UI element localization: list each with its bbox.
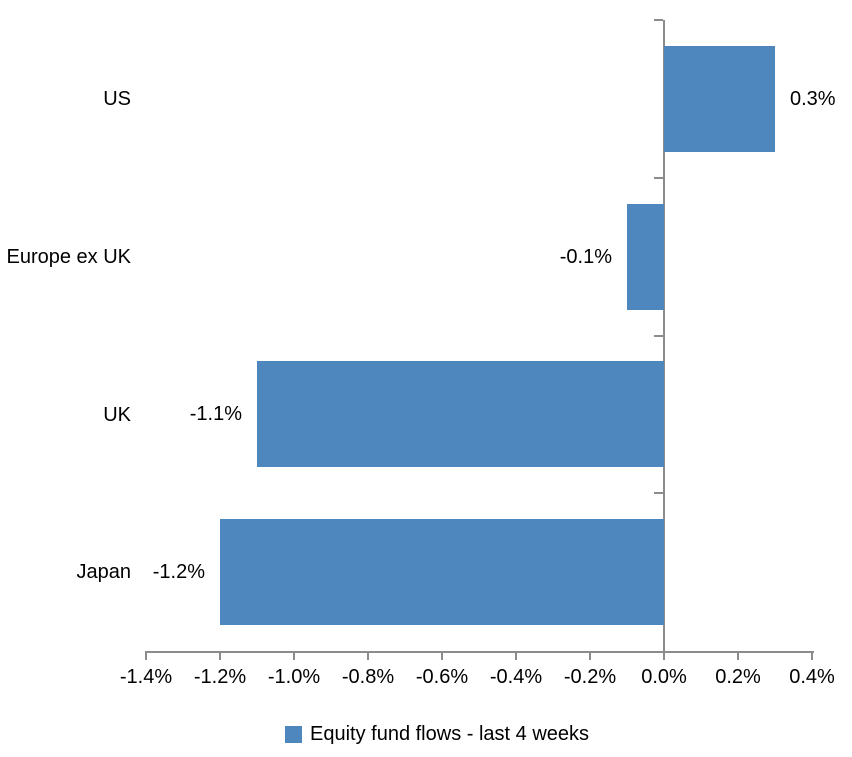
category-axis-tick: [654, 177, 663, 179]
x-tick-label: -1.4%: [119, 666, 173, 688]
x-axis-tick: [589, 651, 591, 660]
x-tick-label: -1.2%: [193, 666, 247, 688]
category-label-europe-ex-uk: Europe ex UK: [6, 245, 131, 268]
legend-marker-square-icon: [285, 726, 302, 743]
category-axis-tick: [654, 19, 663, 21]
bar-europe-ex-uk: [627, 204, 664, 310]
category-axis-tick: [654, 492, 663, 494]
x-axis-tick: [219, 651, 221, 660]
x-axis-tick: [293, 651, 295, 660]
x-tick-label: -1.0%: [267, 666, 321, 688]
x-tick-label: 0.2%: [715, 666, 761, 688]
x-axis-tick: [367, 651, 369, 660]
category-label-us: US: [103, 87, 131, 110]
x-axis-tick: [145, 651, 147, 660]
bar-us: [664, 46, 775, 152]
x-axis-tick: [663, 651, 665, 660]
x-tick-label: 0.0%: [641, 666, 687, 688]
legend-label: Equity fund flows - last 4 weeks: [310, 723, 590, 745]
data-label-uk: -1.1%: [189, 402, 242, 425]
legend: Equity fund flows - last 4 weeks: [285, 723, 589, 746]
category-label-japan: Japan: [76, 560, 132, 583]
category-label-uk: UK: [103, 403, 131, 426]
x-axis-tick: [441, 651, 443, 660]
x-axis-line: [145, 651, 814, 653]
data-label-europe-ex-uk: -0.1%: [559, 245, 612, 268]
bar-japan: [220, 519, 664, 625]
x-axis-tick: [737, 651, 739, 660]
x-tick-label: -0.8%: [341, 666, 395, 688]
data-label-japan: -1.2%: [152, 560, 205, 583]
value-axis-line: [663, 20, 665, 653]
category-axis-tick: [654, 335, 663, 337]
x-tick-label: 0.4%: [789, 666, 835, 688]
x-tick-label: -0.2%: [563, 666, 617, 688]
bar-uk: [257, 361, 664, 467]
x-tick-label: -0.4%: [489, 666, 543, 688]
x-axis-tick: [515, 651, 517, 660]
x-axis-tick: [811, 651, 813, 660]
x-tick-label: -0.6%: [415, 666, 469, 688]
data-label-us: 0.3%: [790, 87, 836, 110]
